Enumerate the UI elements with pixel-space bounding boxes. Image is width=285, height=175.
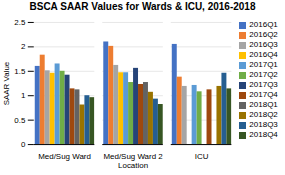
html-text:2016Q2: 2016Q2 (249, 30, 278, 39)
html-text:2016Q4: 2016Q4 (249, 50, 278, 59)
html-text:2016Q3: 2016Q3 (249, 40, 278, 49)
html-text:2018Q2: 2018Q2 (249, 110, 278, 119)
html-text:2018Q4: 2018Q4 (249, 130, 278, 139)
svg-text:SAAR Value: SAAR Value (2, 61, 11, 105)
svg-text:Med/Sug Ward: Med/Sug Ward (38, 152, 91, 161)
html-text:2017Q1: 2017Q1 (249, 60, 278, 69)
svg-text:1.5: 1.5 (14, 67, 26, 76)
svg-text:Med/Sug Ward 2: Med/Sug Ward 2 (103, 152, 163, 161)
svg-text:ICU: ICU (195, 152, 209, 161)
svg-text:2.5: 2.5 (14, 18, 26, 27)
html-text:2017Q2: 2017Q2 (249, 70, 278, 79)
html-text:2017Q4: 2017Q4 (249, 90, 278, 99)
html-text:BSCA SAAR Values for Wards & I: BSCA SAAR Values for Wards & ICU, 2016-2… (29, 1, 256, 12)
svg-text:0: 0 (21, 140, 26, 149)
html-text:2016Q1: 2016Q1 (249, 20, 278, 29)
svg-text:Location: Location (118, 161, 148, 170)
html-text:2017Q3: 2017Q3 (249, 80, 278, 89)
svg-text:1: 1 (21, 91, 26, 100)
svg-text:0.5: 0.5 (14, 116, 26, 125)
svg-text:2: 2 (21, 42, 26, 51)
html-text:2018Q1: 2018Q1 (249, 100, 278, 109)
html-text:2018Q3: 2018Q3 (249, 120, 278, 129)
